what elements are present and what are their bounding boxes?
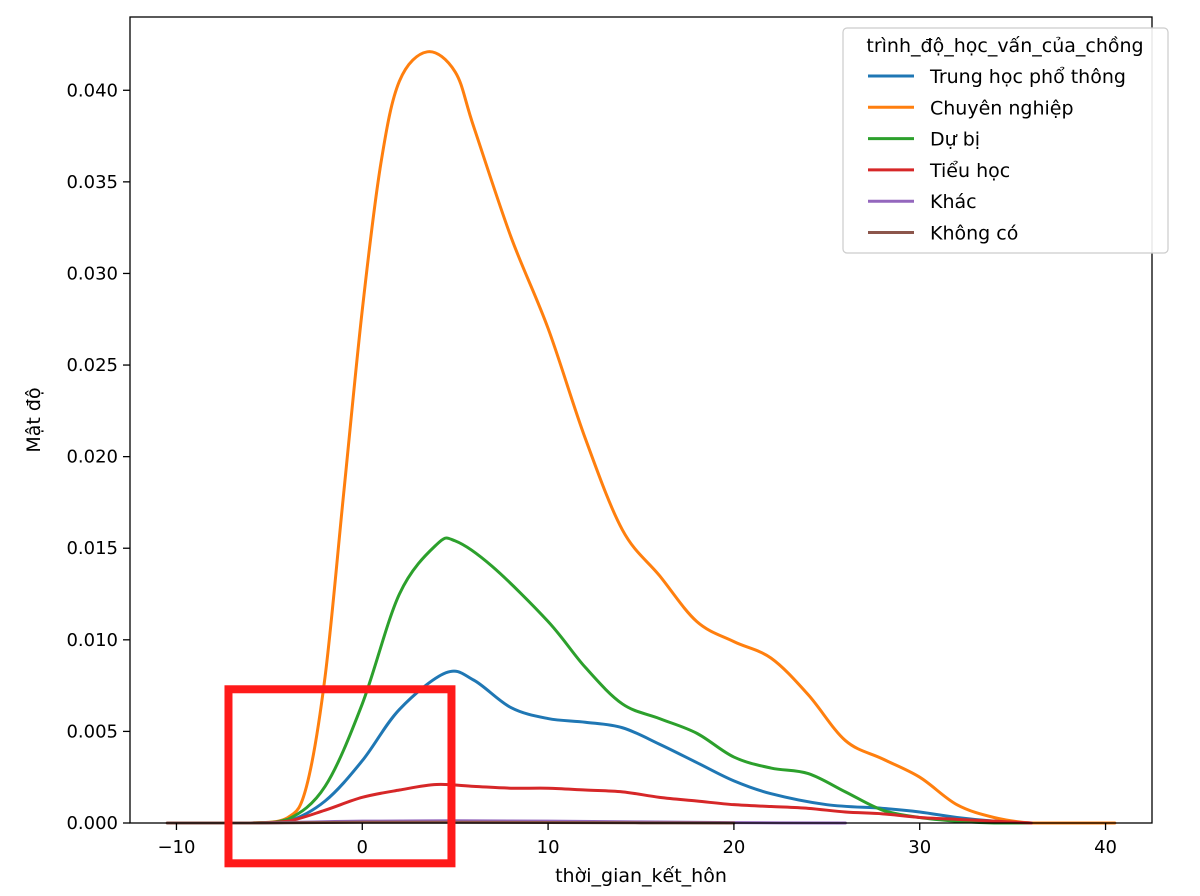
legend-entry-label: Chuyên nghiệp xyxy=(930,97,1074,119)
legend-title: trình_độ_học_vấn_của_chồng xyxy=(866,35,1143,57)
y-axis-ticks: 0.000 0.005 0.010 0.015 0.020 0.025 0.030 0.035… xyxy=(66,80,130,834)
series-line-3 xyxy=(174,782,1033,825)
legend-entry-label: Dự bị xyxy=(930,129,980,151)
y-tick-label: 0.035 xyxy=(66,172,118,193)
legend-entry-label: Khác xyxy=(930,191,977,213)
legend-entry-label: Trung học phổ thông xyxy=(929,66,1126,88)
y-tick-label: 0.015 xyxy=(66,538,118,559)
y-axis-label: Mật độ xyxy=(23,387,45,452)
y-tick-label: 0.020 xyxy=(66,447,118,468)
y-tick-label: 0.030 xyxy=(66,263,118,284)
x-tick-label: 40 xyxy=(1094,837,1117,858)
legend-items: Trung học phổ thông Chuyên nghiệp Dự bị Tiể… xyxy=(868,66,1126,245)
series-line-1 xyxy=(174,50,1117,825)
x-axis-label: thời_gian_kết_hôn xyxy=(555,865,727,887)
y-tick-label: 0.000 xyxy=(66,813,118,834)
x-tick-label: 30 xyxy=(908,837,931,858)
x-tick-label: 10 xyxy=(537,837,560,858)
legend-entry-label: Tiểu học xyxy=(929,160,1010,182)
x-tick-label: 20 xyxy=(722,837,745,858)
x-tick-label: 0 xyxy=(357,837,368,858)
series-line-2 xyxy=(174,536,1033,825)
y-tick-label: 0.040 xyxy=(66,80,118,101)
y-tick-label: 0.025 xyxy=(66,355,118,376)
legend-entry-label: Không có xyxy=(930,223,1018,245)
series-curves xyxy=(165,50,1117,825)
legend-frame xyxy=(842,27,1169,254)
legend: trình_độ_học_vấn_của_chồng Trung học phổ… xyxy=(842,27,1169,254)
annotations xyxy=(224,685,456,868)
series-line-0 xyxy=(174,669,1070,825)
y-tick-label: 0.005 xyxy=(66,721,118,742)
x-tick-label: −10 xyxy=(157,837,195,858)
y-tick-label: 0.010 xyxy=(66,630,118,651)
x-axis-ticks: −10 0 10 20 30 40 xyxy=(157,823,1117,858)
plot-frame xyxy=(129,16,1153,824)
highlight-box xyxy=(224,685,456,868)
